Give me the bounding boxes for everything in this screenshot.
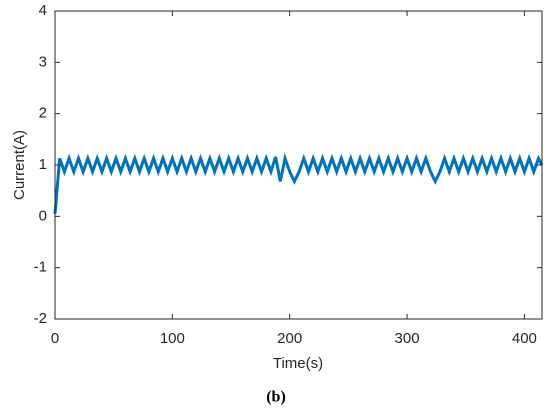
y-tick-label: 1 [39,156,47,173]
x-tick-label: 100 [160,330,185,347]
y-axis-label: Current(A) [11,130,28,200]
x-tick-label: 400 [512,330,537,347]
y-tick-label: -2 [34,310,47,327]
x-tick-label: 0 [51,330,59,347]
y-tick-label: 4 [39,2,47,19]
x-tick-label: 300 [395,330,420,347]
x-tick-label: 200 [277,330,302,347]
caption: (b) [266,389,286,406]
y-tick-label: 2 [39,105,47,122]
y-tick-label: 0 [39,207,47,224]
data-line [53,152,544,214]
x-axis-label: Time(s) [273,355,323,372]
y-tick-label: 3 [39,53,47,70]
y-tick-label: -1 [34,259,47,276]
